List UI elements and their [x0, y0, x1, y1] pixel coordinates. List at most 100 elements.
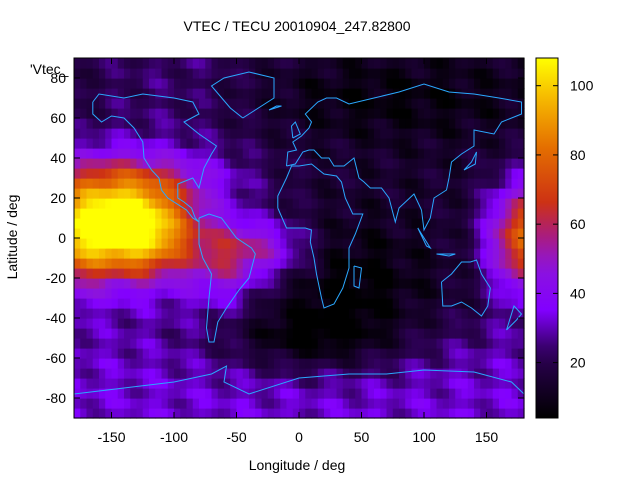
heatmap-cell [367, 118, 375, 129]
heatmap-cell [486, 168, 494, 179]
heatmap-cell [499, 188, 506, 199]
heatmap-cell [92, 68, 100, 79]
heatmap-cell [517, 288, 525, 299]
heatmap-cell [142, 138, 150, 149]
heatmap-cell [505, 258, 513, 269]
heatmap-cell [455, 98, 463, 109]
heatmap-cell [467, 98, 475, 109]
heatmap-cell [430, 348, 438, 359]
heatmap-cell [292, 198, 300, 209]
heatmap-cell [80, 98, 88, 109]
heatmap-cell [261, 118, 269, 129]
heatmap-cell [342, 228, 350, 239]
heatmap-cell [255, 58, 263, 69]
heatmap-cell [374, 198, 381, 209]
heatmap-cell [92, 138, 100, 149]
heatmap-cell [299, 108, 306, 119]
heatmap-cell [249, 278, 256, 289]
heatmap-cell [99, 268, 106, 279]
heatmap-cell [461, 238, 469, 249]
heatmap-cell [255, 158, 263, 169]
heatmap-cell [249, 338, 256, 349]
heatmap-cell [461, 138, 469, 149]
heatmap-cell [430, 268, 438, 279]
heatmap-cell [192, 108, 200, 119]
heatmap-cell [449, 68, 456, 79]
heatmap-cell [511, 328, 519, 339]
heatmap-cell [136, 278, 144, 289]
heatmap-cell [417, 178, 425, 189]
heatmap-cell [86, 208, 94, 219]
heatmap-cell [305, 258, 313, 269]
heatmap-cell [511, 308, 519, 319]
heatmap-cell [105, 248, 113, 259]
heatmap-cell [292, 308, 300, 319]
heatmap-cell [180, 88, 188, 99]
heatmap-cell [436, 388, 444, 399]
heatmap-cell [267, 58, 275, 69]
heatmap-cell [130, 158, 138, 169]
heatmap-cell [292, 148, 300, 159]
heatmap-cell [80, 218, 88, 229]
heatmap-cell [142, 98, 150, 109]
heatmap-cell [230, 118, 238, 129]
heatmap-cell [80, 198, 88, 209]
heatmap-cell [474, 88, 481, 99]
heatmap-cell [186, 178, 194, 189]
heatmap-cell [161, 158, 169, 169]
heatmap-cell [349, 378, 356, 389]
coastline [92, 93, 218, 223]
heatmap-cell [161, 278, 169, 289]
heatmap-cell [236, 358, 244, 369]
heatmap-cell [324, 308, 331, 319]
heatmap-cell [299, 128, 306, 139]
heatmap-cell [136, 208, 144, 219]
heatmap-cell [405, 88, 413, 99]
heatmap-cell [499, 58, 506, 69]
heatmap-cell [499, 118, 506, 129]
heatmap-cell [217, 168, 225, 179]
heatmap-cell [149, 278, 156, 289]
heatmap-cell [117, 388, 125, 399]
heatmap-cell [417, 138, 425, 149]
heatmap-cell [192, 78, 200, 89]
heatmap-cell [299, 218, 306, 229]
heatmap-cell [474, 168, 481, 179]
heatmap-cell [336, 248, 344, 259]
heatmap-cell [492, 118, 500, 129]
heatmap-cell [317, 148, 325, 159]
heatmap-cell [192, 268, 200, 279]
heatmap-cell [355, 338, 363, 349]
heatmap-cell [392, 248, 400, 259]
heatmap-cell [224, 308, 231, 319]
heatmap-cell [417, 88, 425, 99]
heatmap-cell [117, 188, 125, 199]
heatmap-cell [430, 318, 438, 329]
heatmap-cell [380, 278, 388, 289]
heatmap-cell [111, 58, 119, 69]
heatmap-cell [299, 318, 306, 329]
colorbar-gradient [535, 57, 559, 419]
heatmap-cell [205, 208, 213, 219]
heatmap-cell [324, 238, 331, 249]
heatmap-cell [430, 58, 438, 69]
heatmap-cell [486, 118, 494, 129]
heatmap-cell [130, 398, 138, 409]
heatmap-cell [505, 228, 513, 239]
heatmap-cell [405, 78, 413, 89]
heatmap-cell [392, 308, 400, 319]
heatmap-cell [492, 178, 500, 189]
heatmap-cell [230, 168, 238, 179]
heatmap-cell [186, 58, 194, 69]
heatmap-cell [111, 398, 119, 409]
heatmap-cell [467, 298, 475, 309]
heatmap-cell [299, 78, 306, 89]
heatmap-cell [455, 188, 463, 199]
heatmap-cell [205, 128, 213, 139]
heatmap-cell [305, 78, 313, 89]
heatmap-cell [349, 408, 356, 419]
heatmap-cell [455, 398, 463, 409]
heatmap-cell [124, 98, 131, 109]
heatmap-cell [117, 268, 125, 279]
heatmap-cell [317, 228, 325, 239]
